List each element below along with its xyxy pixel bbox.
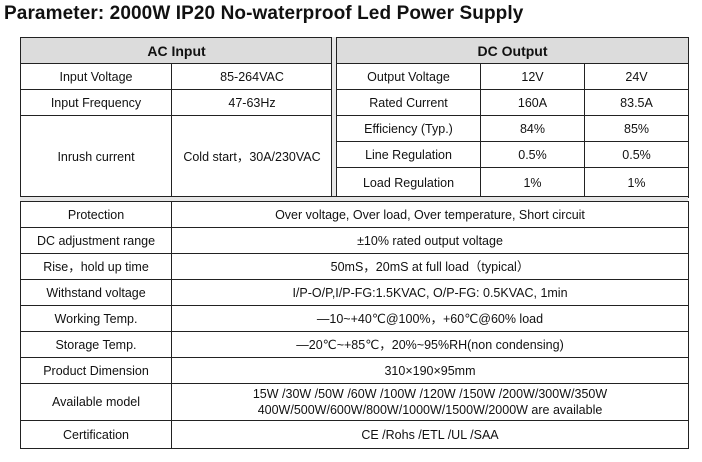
dc-24v-value: 24V bbox=[583, 63, 690, 90]
spec-table: AC Input Input Voltage 85-264VAC Input F… bbox=[19, 37, 690, 449]
spec-label: Product Dimension bbox=[20, 357, 172, 384]
dc-row-label: Line Regulation bbox=[336, 141, 481, 168]
spec-value: —10~+40℃@100%，+60℃@60% load bbox=[171, 305, 689, 332]
spec-label: Withstand voltage bbox=[20, 279, 172, 306]
dc-row-label: Output Voltage bbox=[336, 63, 481, 90]
ac-row-label: Input Frequency bbox=[20, 89, 172, 116]
spec-value: 50mS，20mS at full load（typical） bbox=[171, 253, 689, 280]
dc-12v-value: 160A bbox=[480, 89, 585, 116]
dc-row-label: Load Regulation bbox=[336, 167, 481, 198]
ac-input-panel: AC Input Input Voltage 85-264VAC Input F… bbox=[19, 37, 334, 198]
ac-input-header: AC Input bbox=[19, 37, 334, 64]
specs-panel: Protection Over voltage, Over load, Over… bbox=[20, 201, 689, 449]
ac-row-label: Inrush current bbox=[20, 115, 172, 198]
ac-row-label: Input Voltage bbox=[20, 63, 172, 90]
ac-row-value: 47-63Hz bbox=[170, 89, 334, 116]
dc-output-panel: DC Output Output Voltage 12V 24V Rated C… bbox=[335, 37, 690, 198]
ac-row-value: 85-264VAC bbox=[170, 63, 334, 90]
models-line-2: 400W/500W/600W/800W/1000W/1500W/2000W ar… bbox=[257, 403, 603, 417]
dc-12v-value: 84% bbox=[480, 115, 585, 142]
spec-label: Rise，hold up time bbox=[20, 253, 172, 280]
spec-value: ±10% rated output voltage bbox=[171, 227, 689, 254]
spec-value: CE /Rohs /ETL /UL /SAA bbox=[171, 420, 689, 449]
spec-label: Available model bbox=[20, 383, 172, 421]
spec-value: Over voltage, Over load, Over temperatur… bbox=[171, 201, 689, 228]
dc-output-header: DC Output bbox=[335, 37, 690, 64]
dc-row-label: Rated Current bbox=[336, 89, 481, 116]
spec-label: Certification bbox=[20, 420, 172, 449]
spec-value: 310×190×95mm bbox=[171, 357, 689, 384]
dc-24v-value: 85% bbox=[583, 115, 690, 142]
dc-24v-value: 83.5A bbox=[583, 89, 690, 116]
spec-label: Protection bbox=[20, 201, 172, 228]
dc-row-label: Efficiency (Typ.) bbox=[336, 115, 481, 142]
ac-row-value: Cold start，30A/230VAC bbox=[170, 115, 334, 198]
spec-label: DC adjustment range bbox=[20, 227, 172, 254]
spec-label: Storage Temp. bbox=[20, 331, 172, 358]
spec-value: 15W /30W /50W /60W /100W /120W /150W /20… bbox=[171, 383, 689, 421]
dc-24v-value: 1% bbox=[583, 167, 690, 198]
dc-12v-value: 1% bbox=[480, 167, 585, 198]
spec-value: —20℃~+85℃，20%~95%RH(non condensing) bbox=[171, 331, 689, 358]
page-title: Parameter: 2000W IP20 No-waterproof Led … bbox=[4, 3, 524, 24]
dc-12v-value: 12V bbox=[480, 63, 585, 90]
dc-12v-value: 0.5% bbox=[480, 141, 585, 168]
models-line-1: 15W /30W /50W /60W /100W /120W /150W /20… bbox=[252, 387, 608, 401]
spec-value: I/P-O/P,I/P-FG:1.5KVAC, O/P-FG: 0.5KVAC,… bbox=[171, 279, 689, 306]
dc-24v-value: 0.5% bbox=[583, 141, 690, 168]
spec-label: Working Temp. bbox=[20, 305, 172, 332]
